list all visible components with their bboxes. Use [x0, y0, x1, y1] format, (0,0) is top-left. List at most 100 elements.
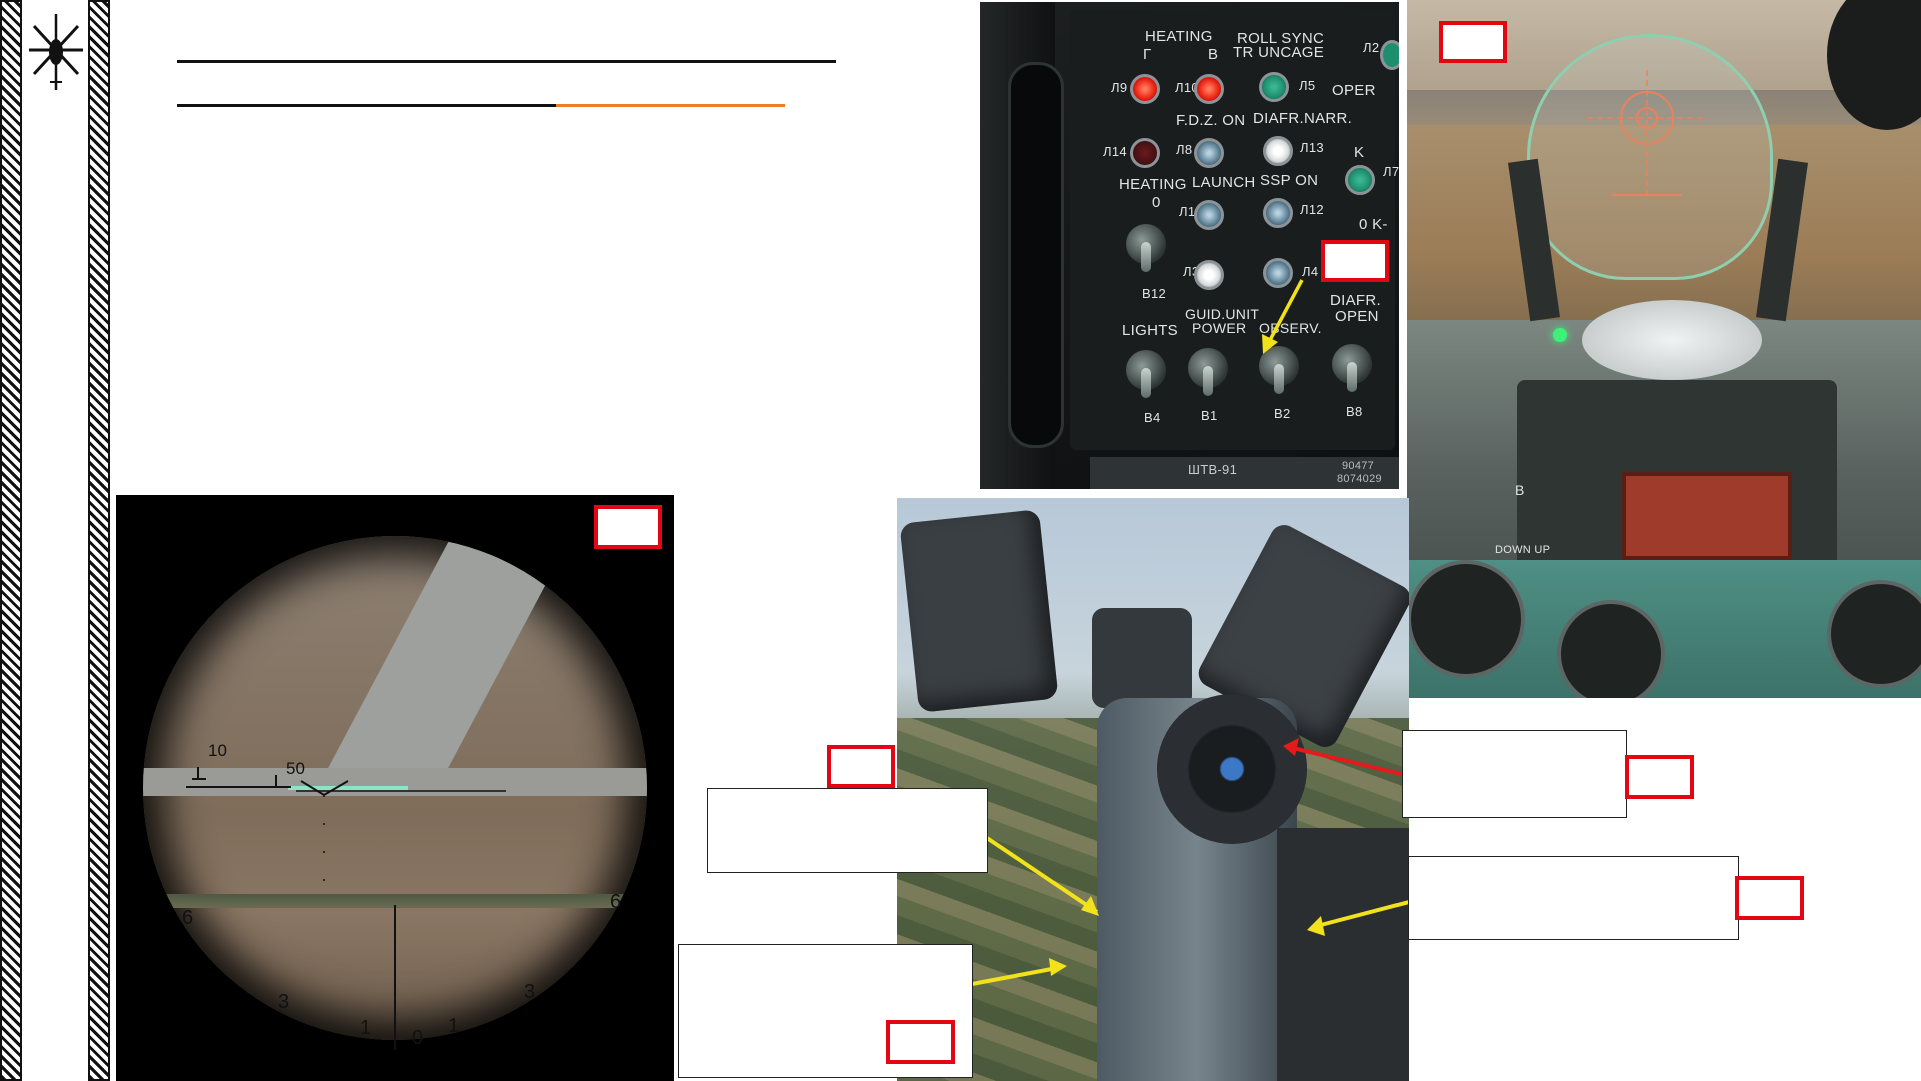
panel-label-heating-top: HEATING — [1145, 28, 1213, 45]
callout-marker-left-lower — [886, 1020, 955, 1064]
helicopter-icon — [26, 12, 86, 92]
panel-label-l2: Л2 — [1363, 40, 1380, 55]
device-side-panel — [1277, 828, 1409, 1081]
switch-b12[interactable] — [1126, 224, 1166, 272]
lamp-l13-white — [1263, 136, 1293, 166]
cockpit-label-b: B — [1515, 482, 1525, 498]
panel-bezel-slot — [1008, 62, 1064, 448]
switch-b4-lights[interactable] — [1126, 350, 1166, 398]
panel-serial-b: 8074029 — [1337, 473, 1382, 485]
panel-label-l10: Л10 — [1175, 80, 1199, 95]
panel-serial-a: 90477 — [1342, 460, 1375, 472]
scope-reticle — [186, 767, 506, 1050]
panel-label-ssp-on: SSP ON — [1260, 172, 1319, 189]
cockpit-gauge-right — [1827, 580, 1921, 688]
panel-label-b8: В8 — [1346, 404, 1363, 419]
lamp-l4-blue — [1263, 258, 1293, 288]
observ-switch-arrow — [1262, 279, 1304, 354]
panel-label-k: K — [1354, 144, 1365, 161]
panel-label-l8: Л8 — [1176, 142, 1193, 157]
scope-mil-6-left: 6 — [182, 907, 194, 929]
panel-label-diafr: DIAFR. — [1330, 292, 1381, 309]
sight-scope-photo: 10 50 6 6 3 3 1 0 1 — [116, 495, 674, 1081]
switch-b8-diafr-open[interactable] — [1332, 344, 1372, 392]
scope-treeline — [143, 894, 647, 908]
callout-marker-left-upper — [827, 745, 895, 788]
lamp-l5-green — [1259, 72, 1289, 102]
panel-plate-text: ШТВ-91 — [1188, 462, 1238, 477]
lamp-l14-dark-red — [1130, 138, 1160, 168]
panel-label-tr-uncage: TR UNCAGE — [1233, 44, 1325, 61]
scope-callout-marker — [594, 505, 662, 549]
cockpit-green-lamp — [1553, 328, 1567, 342]
logo-column — [22, 0, 88, 1081]
callout-marker-right-lower — [1735, 876, 1804, 920]
callout-box-left-upper — [707, 788, 988, 873]
lamp-l10-red — [1194, 74, 1224, 104]
cockpit-red-grid-panel — [1622, 472, 1792, 560]
callout-box-right-lower — [1408, 856, 1739, 940]
cockpit-sight-dome — [1582, 300, 1762, 380]
scope-green-strip — [288, 786, 408, 790]
scope-mil-6-right: 6 — [610, 891, 622, 913]
lamp-l8-blue — [1194, 138, 1224, 168]
panel-label-l13a: Л13 — [1300, 140, 1324, 155]
callout-marker-right-upper — [1625, 755, 1694, 799]
panel-label-b12: В12 — [1142, 286, 1167, 301]
panel-label-heating-zero: 0 — [1152, 194, 1161, 211]
device-arrows — [971, 738, 1409, 986]
lamp-l3-white — [1194, 260, 1224, 290]
scope-mil-3-left: 3 — [278, 991, 290, 1013]
cockpit-reticle — [1587, 70, 1707, 200]
lamp-l11-blue — [1194, 200, 1224, 230]
switch-b2-observ[interactable] — [1259, 346, 1299, 394]
panel-label-b2: В2 — [1274, 406, 1291, 421]
cockpit-callout-marker — [1439, 21, 1507, 63]
panel-label-l14: Л14 — [1103, 144, 1127, 159]
panel-label-l12: Л12 — [1300, 202, 1324, 217]
title-underline — [177, 60, 836, 63]
device-eyepiece — [1157, 694, 1307, 844]
panel-label-heating-v: В — [1208, 46, 1219, 63]
scope-mil-1-left: 1 — [360, 1017, 372, 1039]
panel-label-b1: В1 — [1201, 408, 1218, 423]
panel-label-launch: LAUNCH — [1192, 174, 1256, 191]
lamp-l9-red — [1130, 74, 1160, 104]
panel-label-roll-sync: ROLL SYNC — [1237, 30, 1325, 47]
sight-device-photo — [897, 498, 1409, 1081]
panel-label-lights: LIGHTS — [1122, 322, 1178, 339]
lamp-l7-green — [1345, 165, 1375, 195]
scope-range-label-10: 10 — [208, 741, 227, 760]
panel-label-heating-mid: HEATING — [1119, 176, 1187, 193]
panel-label-open: OPEN — [1335, 308, 1379, 325]
scope-mil-1-right: 1 — [448, 1015, 460, 1037]
panel-label-diafr-narr: DIAFR.NARR. — [1253, 110, 1353, 127]
panel-label-zero-k: 0 K- — [1359, 216, 1388, 233]
panel-label-l5: Л5 — [1299, 78, 1316, 93]
callout-box-right-upper — [1402, 730, 1627, 818]
switch-b1-guid-unit-power[interactable] — [1188, 348, 1228, 396]
lamp-l12-blue — [1263, 198, 1293, 228]
device-visor-center — [1092, 608, 1192, 708]
control-panel-photo: HEATING Г В ROLL SYNC TR UNCAGE Л2 OPER … — [980, 2, 1399, 489]
panel-nameplate — [1090, 457, 1399, 489]
lamp-l2-green — [1380, 40, 1399, 70]
left-hatch-bar-inner — [88, 0, 110, 1081]
cockpit-hud-glass — [1527, 34, 1773, 280]
panel-label-heating-g: Г — [1143, 46, 1152, 63]
subtitle-accent-underline — [556, 104, 785, 107]
panel-label-oper: OPER — [1332, 82, 1376, 99]
cockpit-photo: B DOWN UP — [1407, 0, 1921, 698]
panel-label-l7: Л7 — [1383, 164, 1399, 179]
panel-label-guid-unit: GUID.UNIT — [1185, 306, 1260, 322]
cockpit-label-down-up: DOWN UP — [1495, 544, 1551, 556]
cockpit-gauge-left — [1407, 560, 1525, 678]
cockpit-gauge-center — [1557, 600, 1665, 698]
subtitle-underline — [177, 104, 556, 107]
scope-mil-3-right: 3 — [524, 981, 536, 1003]
panel-label-b4: В4 — [1144, 410, 1161, 425]
scope-mil-0: 0 — [412, 1027, 424, 1049]
scope-range-label-50: 50 — [286, 759, 305, 778]
panel-label-power: POWER — [1192, 320, 1247, 336]
panel-label-l4: Л4 — [1302, 264, 1319, 279]
